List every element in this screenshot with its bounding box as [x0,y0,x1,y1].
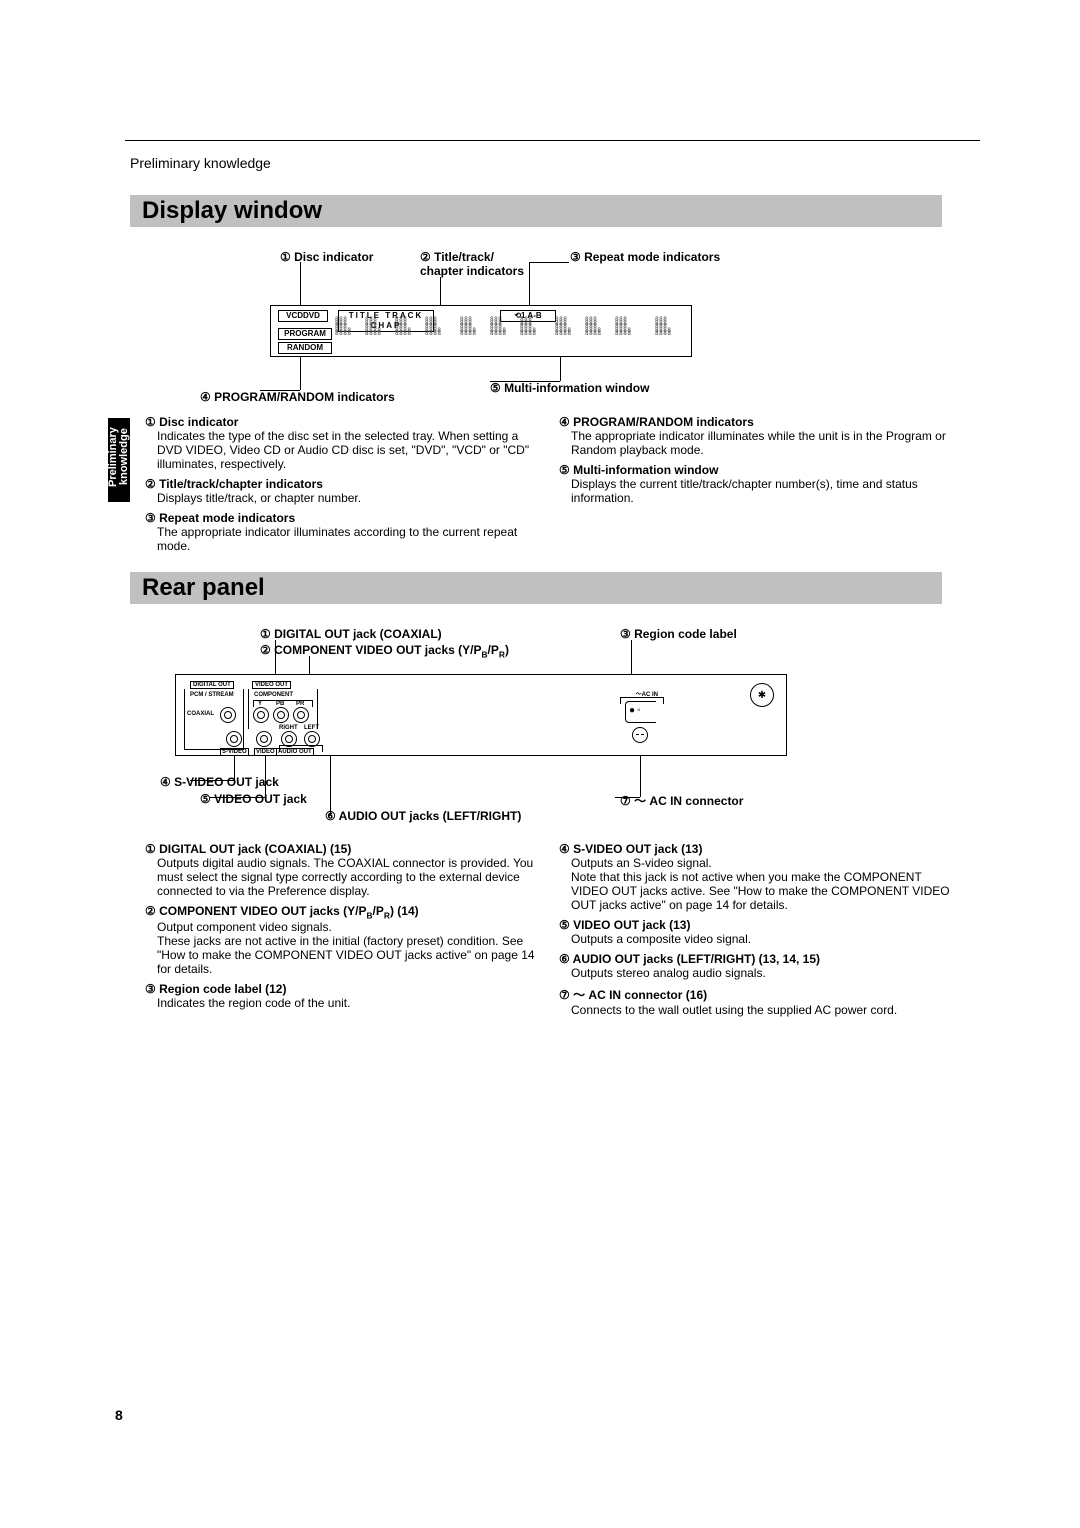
description-title: ⑤ Multi-information window [559,463,955,477]
leader [300,262,301,310]
description-body: Output component video signals. These ja… [157,920,541,976]
callout-title-track: ② Title/track/ chapter indicators [420,250,524,278]
description-body: Outputs digital audio signals. The COAXI… [157,856,541,898]
lbl-vcddvd: VCDDVD [278,310,328,322]
lbl-program: PROGRAM [278,328,332,340]
lbl-digital-out: DIGITAL OUT [190,681,234,689]
seven-seg [655,318,679,348]
lbl-random: RANDOM [278,342,332,354]
callout-svideo: ④ S-VIDEO OUT jack [160,775,279,789]
description-title: ④ PROGRAM/RANDOM indicators [559,415,955,429]
description-title: ⑦ 〜 AC IN connector (16) [559,986,955,1003]
ac-in-connector [632,727,648,743]
callout-digital-out: ① DIGITAL OUT jack (COAXIAL) [260,627,442,641]
description-item: ① Disc indicatorIndicates the type of th… [145,415,541,471]
display-desc-right: ④ PROGRAM/RANDOM indicatorsThe appropria… [559,415,955,559]
description-body: Displays title/track, or chapter number. [157,491,541,505]
description-body: Outputs a composite video signal. [571,932,955,946]
description-title: ② Title/track/chapter indicators [145,477,541,491]
description-item: ② COMPONENT VIDEO OUT jacks (Y/PB/PR) (1… [145,904,541,976]
page: Preliminary knowledge Preliminary knowle… [0,0,1080,1528]
bracket [279,745,323,752]
description-item: ③ Region code label (12)Indicates the re… [145,982,541,1010]
description-title: ① DIGITAL OUT jack (COAXIAL) (15) [145,842,541,856]
page-number: 8 [115,1407,123,1423]
description-title: ⑤ VIDEO OUT jack (13) [559,918,955,932]
description-title: ③ Region code label (12) [145,982,541,996]
seven-seg [555,318,579,348]
description-item: ③ Repeat mode indicatorsThe appropriate … [145,511,541,553]
top-rule [125,140,980,141]
seven-seg [425,318,449,348]
rear-descriptions: ① DIGITAL OUT jack (COAXIAL) (15)Outputs… [145,842,955,1023]
description-title: ③ Repeat mode indicators [145,511,541,525]
description-item: ⑤ Multi-information windowDisplays the c… [559,463,955,505]
description-title: ④ S-VIDEO OUT jack (13) [559,842,955,856]
seven-seg [520,318,544,348]
bracket [620,697,664,704]
lbl-right: RIGHT [279,725,298,731]
svideo-jack [226,731,242,747]
sidebar-tab: Preliminary knowledge [108,418,130,502]
description-title: ② COMPONENT VIDEO OUT jacks (Y/PB/PR) (1… [145,904,541,920]
section-header: Preliminary knowledge [130,155,271,171]
description-body: Indicates the region code of the unit. [157,996,541,1010]
display-window-title: Display window [130,195,942,227]
leader [529,262,530,310]
description-item: ④ PROGRAM/RANDOM indicatorsThe appropria… [559,415,955,457]
callout-program-random: ④ PROGRAM/RANDOM indicators [200,390,395,404]
description-body: Displays the current title/track/chapter… [571,477,955,505]
description-item: ② Title/track/chapter indicatorsDisplays… [145,477,541,505]
description-item: ④ S-VIDEO OUT jack (13)Outputs an S-vide… [559,842,955,912]
leader [190,780,234,781]
callout-ac-in: ⑦ 〜 AC IN connector [620,792,743,809]
description-body: Indicates the type of the disc set in th… [157,429,541,471]
seven-seg [395,318,419,348]
callout-region-code: ③ Region code label [620,627,737,641]
region-code-label [625,701,656,723]
description-item: ⑤ VIDEO OUT jack (13)Outputs a composite… [559,918,955,946]
callout-disc-indicator: ① Disc indicator [280,250,373,264]
description-body: Connects to the wall outlet using the su… [571,1003,955,1017]
description-body: The appropriate indicator illuminates ac… [157,525,541,553]
rear-panel-frame: 〜AC IN DIGITAL OUT PCM / STREAM COAXIAL … [175,674,787,756]
lbl-video: VIDEO [254,748,277,756]
description-title: ⑥ AUDIO OUT jacks (LEFT/RIGHT) (13, 14, … [559,952,955,966]
description-body: Outputs an S-video signal. Note that thi… [571,856,955,912]
description-title: ① Disc indicator [145,415,541,429]
callout-multi-info: ⑤ Multi-information window [490,381,649,395]
description-item: ⑦ 〜 AC IN connector (16)Connects to the … [559,986,955,1017]
display-descriptions: ① Disc indicatorIndicates the type of th… [145,415,955,559]
lbl-video-out: VIDEO OUT [252,681,291,689]
seven-seg [460,318,484,348]
callout-component: ② COMPONENT VIDEO OUT jacks (Y/PB/PR) [260,643,509,659]
lbl-svideo: S-VIDEO [220,748,249,756]
callout-audio-out: ⑥ AUDIO OUT jacks (LEFT/RIGHT) [325,809,521,823]
callout-repeat-mode: ③ Repeat mode indicators [570,250,720,264]
rear-desc-left: ① DIGITAL OUT jack (COAXIAL) (15)Outputs… [145,842,541,1023]
display-desc-left: ① Disc indicatorIndicates the type of th… [145,415,541,559]
leader [210,797,265,798]
group-frame [248,689,318,729]
leader [615,797,640,798]
video-jack [256,731,272,747]
screw-icon [750,683,774,707]
seven-seg [490,318,514,348]
rear-panel-title: Rear panel [130,572,942,604]
description-item: ① DIGITAL OUT jack (COAXIAL) (15)Outputs… [145,842,541,898]
leader [529,262,569,263]
seven-seg [585,318,609,348]
lbl-left: LEFT [304,725,319,731]
leader [560,356,561,381]
callout-video-out: ⑤ VIDEO OUT jack [200,792,307,806]
seven-seg [365,318,389,348]
description-item: ⑥ AUDIO OUT jacks (LEFT/RIGHT) (13, 14, … [559,952,955,980]
leader [490,381,560,382]
rear-desc-right: ④ S-VIDEO OUT jack (13)Outputs an S-vide… [559,842,955,1023]
seven-seg [615,318,639,348]
description-body: The appropriate indicator illuminates wh… [571,429,955,457]
seven-seg [335,318,359,348]
leader [260,390,300,391]
description-body: Outputs stereo analog audio signals. [571,966,955,980]
